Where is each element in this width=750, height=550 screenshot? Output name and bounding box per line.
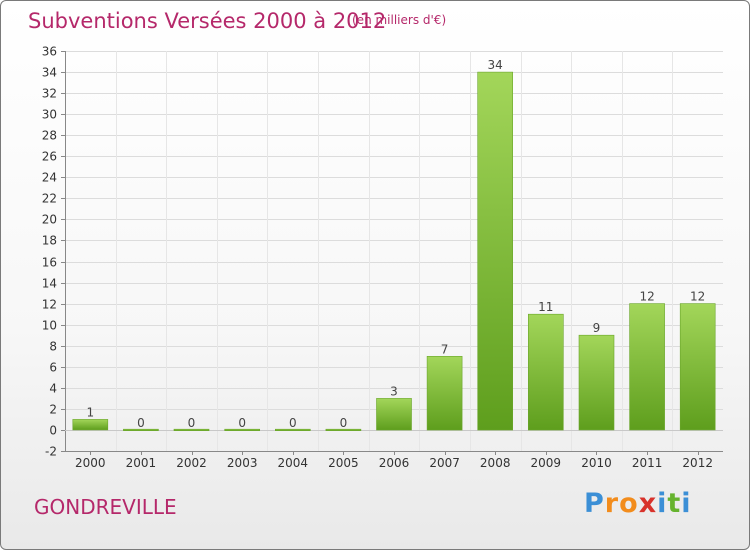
bar-2008 xyxy=(477,71,514,431)
y-tick-label: 10 xyxy=(42,319,57,333)
bar-2007 xyxy=(426,355,463,431)
y-tick-label: 20 xyxy=(42,213,57,227)
y-tick-label: 8 xyxy=(49,340,57,354)
labels: -202468101214161820222426283032343612000… xyxy=(42,45,713,471)
data-label-2000: 1 xyxy=(86,405,94,419)
bar-2006 xyxy=(376,398,412,431)
bar-2011 xyxy=(629,303,665,431)
x-tick-label-2011: 2011 xyxy=(632,456,663,470)
y-tick-label: 30 xyxy=(42,108,57,122)
x-tick-label-2008: 2008 xyxy=(480,456,511,470)
bar-2004 xyxy=(274,428,311,432)
logo-letter: t xyxy=(667,488,682,519)
bar-2009 xyxy=(527,313,564,431)
data-label-2005: 0 xyxy=(340,416,348,430)
bar-2001 xyxy=(123,428,159,432)
y-tick-label: 12 xyxy=(42,298,57,312)
y-tick-label: 32 xyxy=(42,87,57,101)
bar-2010 xyxy=(578,334,615,431)
bar-2000 xyxy=(72,419,109,431)
x-tick-label-2000: 2000 xyxy=(75,456,106,470)
bar-2005 xyxy=(325,428,362,432)
x-tick-label-2003: 2003 xyxy=(227,456,258,470)
data-label-2004: 0 xyxy=(289,416,297,430)
y-tick-label: 26 xyxy=(42,150,57,164)
x-tick-label-2012: 2012 xyxy=(682,456,713,470)
y-tick-label: 18 xyxy=(42,234,57,248)
y-tick-label: 28 xyxy=(42,129,57,143)
proxiti-logo[interactable]: Proxiti xyxy=(584,488,692,519)
data-label-2007: 7 xyxy=(441,342,449,356)
y-tick-label: 24 xyxy=(42,171,57,185)
logo-letter: x xyxy=(638,488,658,519)
x-tick-label-2010: 2010 xyxy=(581,456,612,470)
bar-2012 xyxy=(679,303,716,431)
x-tick-label-2007: 2007 xyxy=(429,456,460,470)
y-tick-label: 6 xyxy=(49,361,57,375)
data-label-2006: 3 xyxy=(390,384,398,398)
data-label-2010: 9 xyxy=(593,321,601,335)
y-tick-label: 22 xyxy=(42,192,57,206)
x-tick-label-2009: 2009 xyxy=(531,456,562,470)
data-label-2002: 0 xyxy=(188,416,196,430)
y-tick-label: 4 xyxy=(49,382,57,396)
y-tick-label: -2 xyxy=(45,445,57,459)
chart-title: Subventions Versées 2000 à 2012 xyxy=(28,9,387,33)
x-tick-label-2004: 2004 xyxy=(278,456,309,470)
logo-letter: r xyxy=(604,488,620,519)
place-name: GONDREVILLE xyxy=(34,495,177,519)
logo-letter: o xyxy=(619,488,639,519)
data-label-2001: 0 xyxy=(137,416,145,430)
data-label-2012: 12 xyxy=(690,290,705,304)
logo-letter: i xyxy=(681,488,692,519)
bars xyxy=(72,71,716,432)
y-tick-label: 2 xyxy=(49,403,57,417)
y-tick-label: 34 xyxy=(42,66,57,80)
logo-letter: P xyxy=(584,488,605,519)
y-tick-label: 36 xyxy=(42,45,57,59)
chart-subtitle: (en milliers d'€) xyxy=(352,13,447,27)
x-tick-label-2002: 2002 xyxy=(176,456,207,470)
data-label-2008: 34 xyxy=(488,58,503,72)
y-tick-label: 16 xyxy=(42,256,57,270)
bar-2002 xyxy=(173,428,210,432)
y-tick-label: 0 xyxy=(49,424,57,438)
data-label-2009: 11 xyxy=(538,300,553,314)
logo-letter: i xyxy=(657,488,668,519)
x-tick-label-2006: 2006 xyxy=(379,456,410,470)
bar-2003 xyxy=(224,428,260,432)
x-tick-label-2001: 2001 xyxy=(126,456,157,470)
data-label-2011: 12 xyxy=(639,290,654,304)
y-tick-label: 14 xyxy=(42,277,57,291)
data-label-2003: 0 xyxy=(238,416,246,430)
x-tick-label-2005: 2005 xyxy=(328,456,359,470)
